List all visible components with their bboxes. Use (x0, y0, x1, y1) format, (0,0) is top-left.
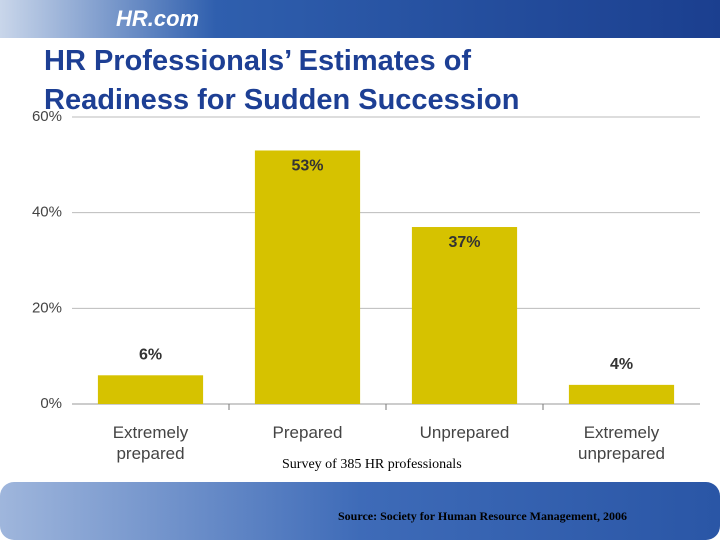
bar (411, 227, 518, 404)
data-label: 6% (139, 347, 162, 364)
y-tick-label: 40% (32, 204, 62, 221)
bar (568, 384, 675, 404)
bar (97, 375, 204, 404)
x-tick-label: Prepared (272, 423, 343, 442)
y-tick-label: 20% (32, 299, 62, 316)
header-bar (0, 0, 720, 38)
footer-bar (0, 482, 720, 540)
x-tick-label: Unprepared (419, 423, 510, 442)
note: Survey of 385 HR professionals (282, 457, 462, 472)
x-tick-label: Extremely unprepared (578, 423, 665, 463)
y-tick-label: 0% (40, 395, 62, 412)
data-label: 4% (610, 356, 633, 373)
bar (254, 150, 361, 404)
data-label: 37% (448, 234, 480, 251)
chart-title: HR Professionals’ Estimates of Readiness… (44, 45, 520, 116)
y-tick-label: 60% (32, 108, 62, 125)
data-label: 53% (291, 158, 323, 175)
logo: HR.com (116, 6, 200, 31)
x-tick-label: Extremely prepared (112, 423, 189, 463)
source: Source: Society for Human Resource Manag… (338, 509, 627, 523)
